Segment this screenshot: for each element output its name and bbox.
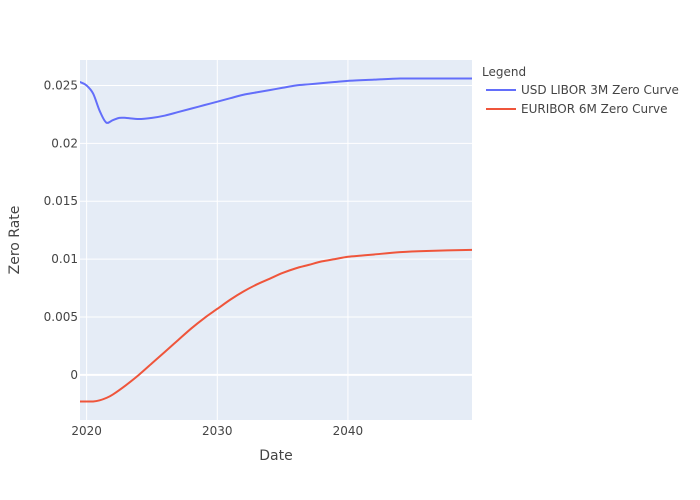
- y-tick-label: 0.02: [51, 136, 78, 150]
- legend-label: USD LIBOR 3M Zero Curve: [521, 83, 679, 97]
- plot-area: [80, 77, 472, 403]
- gridlines: [80, 60, 472, 420]
- x-tick-label: 2030: [202, 424, 233, 438]
- legend-item[interactable]: EURIBOR 6M Zero Curve: [486, 102, 668, 116]
- y-tick-label: 0.01: [51, 252, 78, 266]
- x-axis-title: Date: [259, 448, 292, 464]
- y-axis-title: Zero Rate: [7, 206, 23, 275]
- series-line-2: [80, 248, 472, 403]
- y-tick-label: 0.015: [44, 194, 78, 208]
- x-axis-ticks: 2020 2030 2040: [71, 424, 363, 438]
- legend-title: Legend: [482, 65, 526, 79]
- y-tick-label: 0.005: [44, 310, 78, 324]
- y-axis-ticks: 0 0.005 0.01 0.015 0.02 0.025: [44, 78, 78, 381]
- legend-items[interactable]: USD LIBOR 3M Zero Curve EURIBOR 6M Zero C…: [486, 83, 679, 116]
- series-line-1: [80, 77, 472, 124]
- y-tick-label: 0.025: [44, 78, 78, 92]
- x-tick-label: 2040: [333, 424, 364, 438]
- legend[interactable]: Legend USD LIBOR 3M Zero Curve EURIBOR 6M…: [482, 65, 679, 116]
- y-tick-label: 0: [70, 368, 78, 382]
- series-lines: [80, 77, 472, 403]
- legend-item[interactable]: USD LIBOR 3M Zero Curve: [486, 83, 679, 97]
- plot-background: [80, 60, 472, 420]
- legend-label: EURIBOR 6M Zero Curve: [521, 102, 668, 116]
- x-tick-label: 2020: [71, 424, 102, 438]
